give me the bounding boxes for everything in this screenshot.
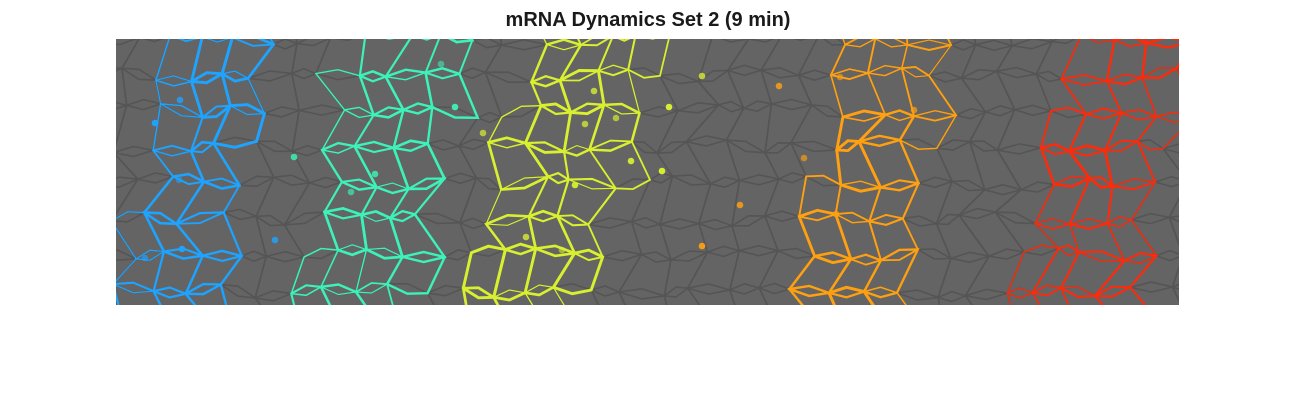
- transcription-spot: [151, 119, 159, 127]
- transcription-spots: [141, 60, 918, 262]
- transcription-spot: [558, 246, 566, 254]
- image-axes: [116, 39, 1179, 305]
- stripe-cell: [319, 283, 367, 305]
- figure-title: mRNA Dynamics Set 2 (9 min): [505, 9, 791, 31]
- stripe-cell: [787, 284, 836, 305]
- mesh-cell: [758, 282, 804, 305]
- stripe-cell: [1006, 287, 1041, 305]
- mesh-cell: [590, 285, 626, 305]
- stripe-cell: [492, 289, 534, 305]
- stripe-cell: [826, 285, 875, 305]
- stripe-cell: [524, 284, 565, 305]
- transcription-spot: [141, 254, 149, 262]
- transcription-spot: [451, 103, 459, 111]
- mesh-cell: [116, 176, 140, 216]
- transcription-spot: [581, 120, 589, 128]
- mesh-cell: [253, 289, 295, 305]
- transcription-spot: [178, 245, 186, 253]
- mesh-cell: [617, 288, 668, 305]
- transcription-spot: [571, 181, 579, 189]
- mesh-cell: [937, 290, 974, 305]
- transcription-spot: [836, 73, 844, 81]
- transcription-spot: [612, 114, 620, 122]
- mesh-cell: [1128, 281, 1179, 305]
- transcription-spot: [627, 157, 635, 165]
- transcription-spot: [698, 242, 706, 250]
- embryo-image: [116, 39, 1179, 305]
- stripe-cell: [1031, 284, 1070, 305]
- transcription-spot: [665, 103, 673, 111]
- mesh-cell: [895, 289, 941, 305]
- transcription-spot: [910, 106, 918, 114]
- transcription-spot: [800, 154, 808, 162]
- transcription-spot: [175, 176, 183, 184]
- transcription-spot: [658, 167, 666, 175]
- transcription-spot: [271, 236, 279, 244]
- transcription-spot: [775, 82, 783, 90]
- mesh-cell: [686, 283, 736, 305]
- mesh-cell: [964, 288, 1012, 305]
- mesh-cell: [386, 282, 435, 305]
- stripe-cell: [1060, 286, 1104, 305]
- mesh-cell: [219, 283, 262, 305]
- transcription-spot: [590, 87, 598, 95]
- stripe-cell: [151, 286, 197, 305]
- transcription-spot: [522, 233, 530, 241]
- mesh-cell: [116, 249, 138, 283]
- mesh-cell: [426, 284, 467, 305]
- stripe-cell: [183, 282, 228, 305]
- mesh-cell: [663, 286, 701, 305]
- expression-stripes: [116, 39, 1179, 305]
- transcription-spot: [290, 153, 298, 161]
- stripe-cell: [461, 286, 500, 305]
- transcription-spot: [736, 201, 744, 209]
- transcription-spot: [176, 96, 184, 104]
- transcription-spot: [479, 129, 487, 137]
- transcription-spot: [371, 170, 379, 178]
- transcription-spot: [437, 60, 445, 68]
- stripe-cell: [862, 286, 907, 305]
- mesh-cell: [552, 282, 600, 305]
- stripe-cell: [116, 281, 162, 305]
- stripe-cell: [354, 282, 394, 305]
- transcription-spot: [698, 72, 706, 80]
- transcription-spot: [832, 210, 840, 218]
- stripe-cell: [1093, 285, 1147, 305]
- transcription-spot: [347, 188, 355, 196]
- stripe-cell: [290, 284, 332, 305]
- mesh-cell: [728, 283, 769, 305]
